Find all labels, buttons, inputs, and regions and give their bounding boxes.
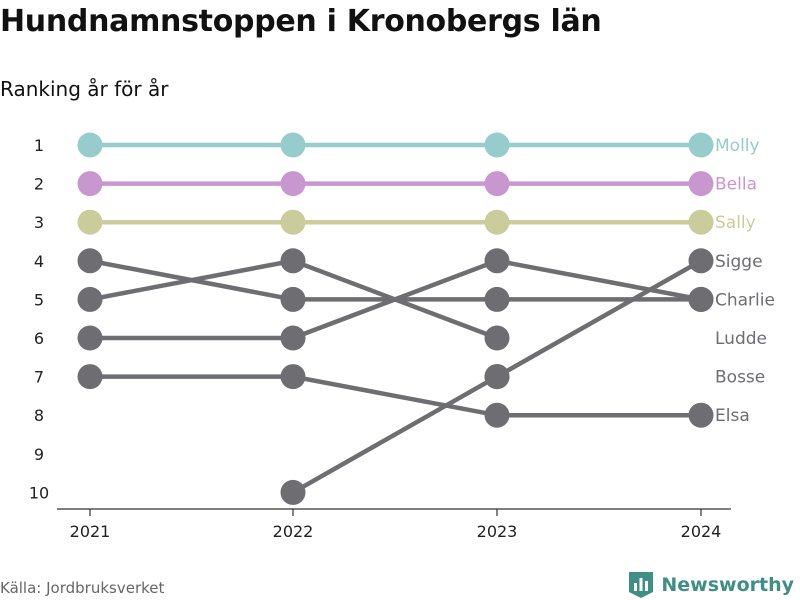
series-point-molly[interactable] — [280, 132, 306, 158]
series-point-elsa[interactable] — [484, 402, 510, 428]
x-tick-label: 2024 — [681, 522, 722, 541]
series-point-elsa[interactable] — [77, 364, 103, 390]
series-point-ludde[interactable] — [484, 325, 510, 351]
series-point-charlie[interactable] — [688, 286, 714, 312]
series-point-bosse[interactable] — [484, 248, 510, 274]
series-point-molly[interactable] — [688, 132, 714, 158]
y-tick-label: 3 — [34, 213, 44, 232]
series-point-extra[interactable] — [484, 364, 510, 390]
series-point-sigge[interactable] — [688, 248, 714, 274]
end-label-bosse: Bosse — [715, 368, 765, 388]
bar-chart-logo-icon — [629, 572, 654, 598]
brand-name: Newsworthy — [661, 574, 794, 596]
chart-axes: 2021 2022 2023 2024 1 2 3 4 5 6 7 8 9 10 — [29, 136, 731, 541]
y-tick-label: 7 — [34, 368, 44, 387]
series-point-charlie[interactable] — [77, 248, 103, 274]
series-point-bella[interactable] — [280, 171, 306, 197]
x-tick-label: 2023 — [477, 522, 518, 541]
y-tick-label: 4 — [34, 252, 44, 271]
series-point-sally[interactable] — [484, 209, 510, 235]
series-end-labels: Molly Bella Sally Sigge Charlie Ludde Bosse Els… — [715, 136, 775, 426]
series-point-bosse[interactable] — [280, 325, 306, 351]
series-point-ludde[interactable] — [280, 248, 306, 274]
series-point-charlie[interactable] — [280, 286, 306, 312]
series-point-bella[interactable] — [688, 171, 714, 197]
y-tick-label: 9 — [34, 445, 44, 464]
x-tick-label: 2021 — [70, 522, 111, 541]
series-point-sally[interactable] — [77, 209, 103, 235]
y-tick-label: 8 — [34, 406, 44, 425]
end-label-sally: Sally — [715, 213, 756, 233]
end-label-bella: Bella — [715, 175, 757, 195]
end-label-molly: Molly — [715, 136, 760, 156]
series-point-ludde[interactable] — [77, 286, 103, 312]
chart-subtitle: Ranking år för år — [0, 77, 169, 101]
chart-title: Hundnamnstoppen i Kronobergs län — [0, 4, 602, 39]
series-point-bosse[interactable] — [77, 325, 103, 351]
end-label-sigge: Sigge — [715, 252, 763, 272]
series-point-sigge[interactable] — [280, 479, 306, 505]
y-tick-label: 5 — [34, 290, 44, 309]
series-point-elsa[interactable] — [688, 402, 714, 428]
brand-logo[interactable]: Newsworthy — [629, 570, 794, 600]
y-tick-label: 6 — [34, 329, 44, 348]
series-point-bella[interactable] — [77, 171, 103, 197]
series-points — [77, 132, 714, 505]
source-note: Källa: Jordbruksverket — [0, 579, 165, 597]
end-label-elsa: Elsa — [715, 406, 750, 426]
series-point-bella[interactable] — [484, 171, 510, 197]
series-line-charlie — [87, 258, 704, 302]
y-tick-label: 10 — [29, 483, 49, 502]
y-tick-label: 2 — [34, 175, 44, 194]
series-lines — [87, 142, 704, 495]
series-point-molly[interactable] — [484, 132, 510, 158]
end-label-charlie: Charlie — [715, 290, 775, 310]
end-label-ludde: Ludde — [715, 329, 767, 349]
series-point-charlie[interactable] — [484, 286, 510, 312]
series-line-elsa — [87, 374, 704, 418]
y-tick-label: 1 — [34, 136, 44, 155]
series-point-elsa[interactable] — [280, 364, 306, 390]
series-point-sally[interactable] — [688, 209, 714, 235]
series-point-sally[interactable] — [280, 209, 306, 235]
series-point-molly[interactable] — [77, 132, 103, 158]
x-tick-label: 2022 — [273, 522, 314, 541]
